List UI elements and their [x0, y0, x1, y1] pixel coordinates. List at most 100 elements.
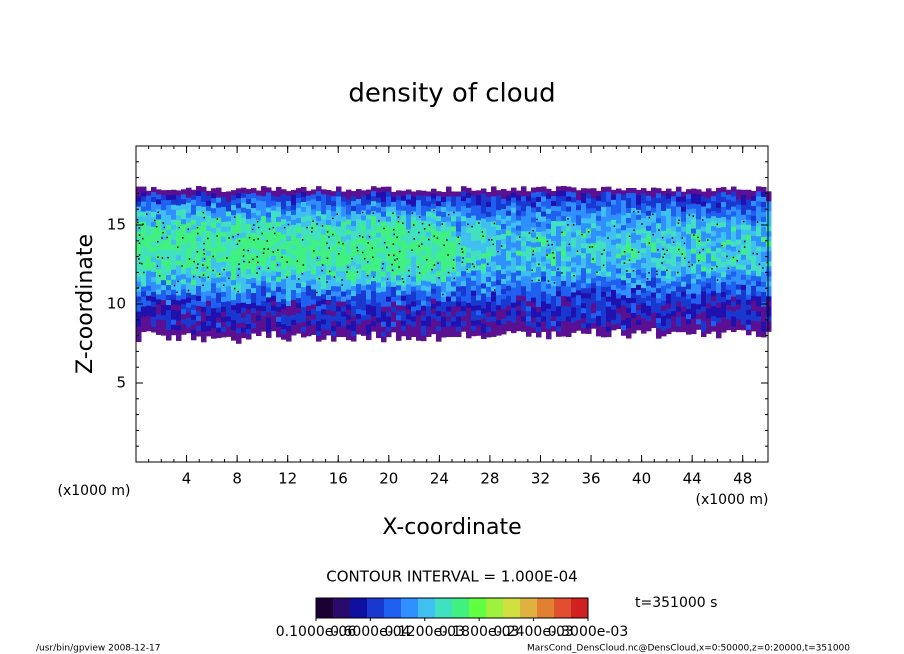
field-cell — [431, 238, 437, 245]
field-cell — [366, 309, 372, 316]
field-cell — [141, 296, 147, 303]
contour-dot — [657, 249, 659, 251]
field-cell — [666, 253, 672, 260]
field-cell — [491, 286, 497, 292]
field-cell — [231, 310, 237, 316]
field-cell — [476, 295, 482, 301]
field-cell — [751, 290, 757, 297]
field-cell — [561, 281, 567, 287]
field-cell — [756, 316, 762, 322]
field-cell — [201, 256, 207, 263]
field-cell — [721, 187, 727, 193]
contour-dot — [256, 221, 259, 223]
field-cell — [631, 328, 637, 334]
field-cell — [481, 218, 487, 225]
contour-dot — [532, 250, 535, 252]
field-cell — [411, 316, 417, 323]
field-cell — [356, 219, 362, 225]
field-cell — [576, 240, 582, 246]
field-cell — [206, 235, 212, 242]
contour-dot — [633, 229, 635, 231]
field-cell — [641, 198, 647, 204]
contour-dot — [258, 267, 261, 270]
field-cell — [516, 320, 522, 327]
field-cell — [401, 310, 407, 317]
field-cell — [201, 231, 207, 238]
field-cell — [201, 196, 207, 203]
field-cell — [281, 309, 287, 315]
field-cell — [416, 310, 422, 316]
field-cell — [731, 281, 737, 288]
field-cell — [451, 206, 457, 212]
field-cell — [726, 324, 732, 331]
field-cell — [441, 226, 447, 233]
field-cell — [616, 283, 622, 290]
field-cell — [201, 191, 207, 198]
field-cell — [446, 296, 452, 303]
contour-dot — [716, 279, 719, 281]
field-cell — [411, 226, 417, 233]
field-cell — [536, 236, 542, 243]
contour-dot — [471, 263, 474, 265]
field-cell — [736, 264, 742, 271]
contour-dot — [658, 229, 660, 231]
contour-dot — [187, 289, 190, 292]
field-cell — [216, 227, 222, 234]
field-cell — [761, 301, 767, 308]
field-cell — [461, 211, 467, 217]
field-cell — [256, 225, 262, 232]
field-cell — [641, 243, 647, 249]
field-cell — [151, 196, 157, 203]
field-cell — [191, 299, 197, 306]
field-cell — [331, 286, 337, 292]
field-cell — [326, 269, 332, 276]
contour-dot — [386, 278, 389, 280]
field-cell — [731, 266, 737, 273]
field-cell — [246, 304, 252, 310]
field-cell — [236, 323, 242, 329]
field-cell — [666, 213, 672, 220]
field-cell — [491, 236, 497, 242]
contour-dot — [203, 242, 205, 245]
field-cell — [561, 326, 567, 332]
field-cell — [366, 274, 372, 281]
field-cell — [136, 216, 142, 223]
field-cell — [731, 286, 737, 293]
field-cell — [481, 328, 487, 335]
field-cell — [171, 299, 177, 306]
field-cell — [601, 226, 607, 233]
field-cell — [506, 225, 512, 232]
field-cell — [481, 188, 487, 195]
field-cell — [376, 302, 382, 309]
field-cell — [376, 262, 382, 269]
field-cell — [476, 265, 482, 271]
field-cell — [391, 221, 397, 228]
field-cell — [446, 326, 452, 333]
field-cell — [146, 215, 152, 222]
field-cell — [351, 326, 357, 332]
contour-dot — [321, 269, 323, 272]
field-cell — [616, 223, 622, 230]
field-cell — [386, 306, 392, 313]
field-cell — [401, 210, 407, 217]
field-cell — [581, 218, 587, 224]
field-cell — [306, 315, 312, 322]
field-cell — [261, 241, 267, 247]
field-cell — [356, 234, 362, 240]
field-cell — [306, 205, 312, 212]
field-cell — [176, 275, 182, 281]
field-cell — [671, 321, 677, 327]
field-cell — [301, 201, 307, 208]
field-cell — [761, 186, 767, 193]
field-cell — [161, 320, 167, 326]
field-cell — [766, 241, 772, 247]
field-cell — [436, 236, 442, 242]
field-cell — [256, 230, 262, 237]
field-cell — [241, 262, 247, 269]
field-cell — [686, 269, 692, 275]
field-cell — [581, 308, 587, 314]
field-cell — [626, 203, 632, 209]
field-cell — [281, 209, 287, 215]
field-cell — [756, 311, 762, 317]
field-cell — [546, 203, 552, 210]
